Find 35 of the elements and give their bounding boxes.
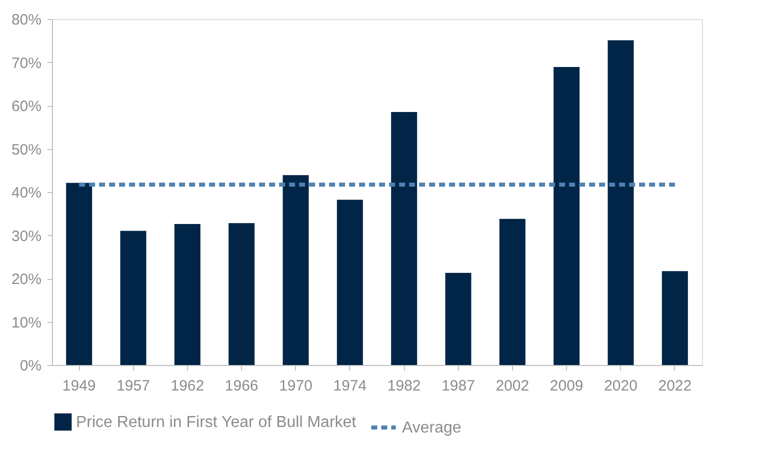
x-tick-label: 2009 (550, 378, 584, 394)
y-tick-label: 20% (11, 271, 42, 288)
y-tick-label: 10% (11, 314, 42, 332)
x-tick-label: 1982 (387, 378, 421, 394)
bar (608, 40, 634, 365)
legend-label: Price Return in First Year of Bull Market (76, 414, 357, 431)
x-tick-label: 2020 (604, 378, 638, 394)
bar (120, 230, 146, 365)
x-tick-label: 1970 (279, 378, 312, 394)
bar (282, 175, 309, 365)
x-tick-label: 1987 (442, 378, 475, 394)
legend-label: Average (402, 420, 462, 436)
x-tick-label: 2002 (496, 378, 530, 394)
y-tick-label: 80% (11, 12, 42, 28)
x-tick-label: 1962 (170, 378, 204, 394)
x-tick-label: 1957 (116, 378, 150, 394)
y-tick-label: 70% (11, 54, 42, 72)
bar (554, 67, 580, 365)
bar (66, 182, 92, 365)
y-tick-label: 60% (11, 98, 42, 115)
bar (662, 271, 688, 365)
bar (228, 223, 255, 365)
x-tick-label: 2022 (658, 378, 692, 394)
bar (445, 272, 472, 365)
bar (174, 224, 200, 365)
y-tick-label: 50% (11, 141, 42, 158)
x-tick-label: 1974 (333, 378, 367, 394)
bar (391, 112, 418, 365)
bar (336, 200, 363, 365)
x-tick-label: 1949 (62, 378, 96, 394)
x-tick-label: 1966 (224, 378, 258, 394)
bar (499, 218, 526, 365)
y-tick-label: 40% (11, 184, 42, 202)
y-tick-label: 30% (11, 228, 42, 245)
y-tick-label: 0% (20, 358, 42, 374)
